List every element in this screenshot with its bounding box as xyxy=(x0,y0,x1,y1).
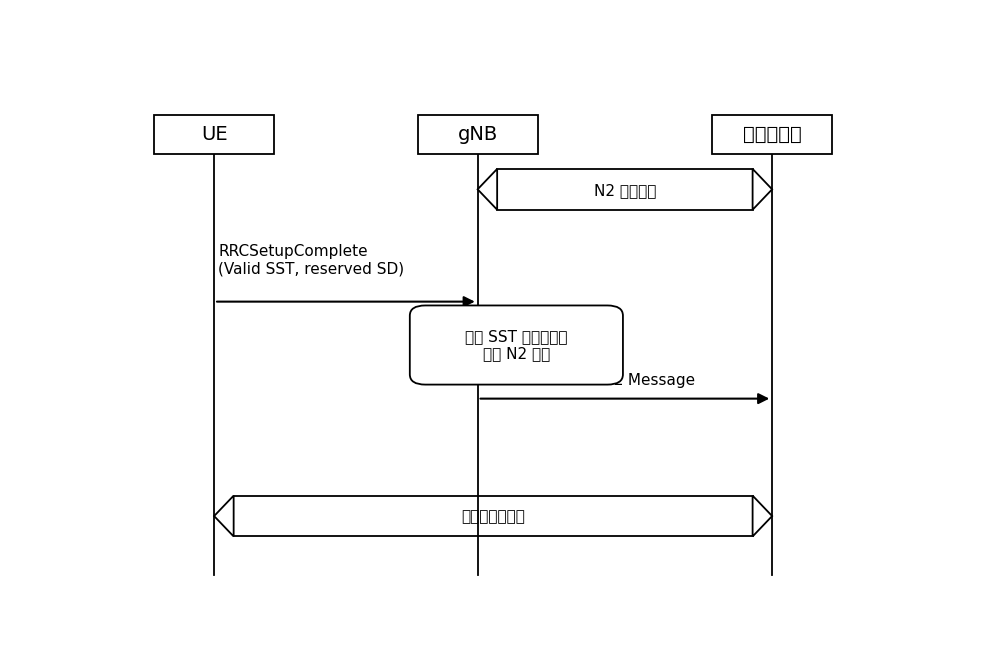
Text: RRCSetupComplete
(Valid SST, reserved SD): RRCSetupComplete (Valid SST, reserved SD… xyxy=(218,244,404,276)
FancyBboxPatch shape xyxy=(712,115,832,154)
Text: Initial UE Message: Initial UE Message xyxy=(555,373,695,389)
Polygon shape xyxy=(478,169,497,210)
FancyBboxPatch shape xyxy=(410,306,623,385)
FancyBboxPatch shape xyxy=(418,115,538,154)
Polygon shape xyxy=(753,496,772,536)
Text: 根据 SST 选择集群核
心网 N2 接口: 根据 SST 选择集群核 心网 N2 接口 xyxy=(465,329,568,361)
Text: UE: UE xyxy=(201,125,227,144)
Polygon shape xyxy=(214,496,234,536)
Text: 鉴权及会话流程: 鉴权及会话流程 xyxy=(461,510,525,524)
Text: 集群核心网: 集群核心网 xyxy=(743,125,802,144)
Text: gNB: gNB xyxy=(458,125,498,144)
Text: N2 建立过程: N2 建立过程 xyxy=(594,183,656,198)
Polygon shape xyxy=(753,169,772,210)
FancyBboxPatch shape xyxy=(154,115,274,154)
